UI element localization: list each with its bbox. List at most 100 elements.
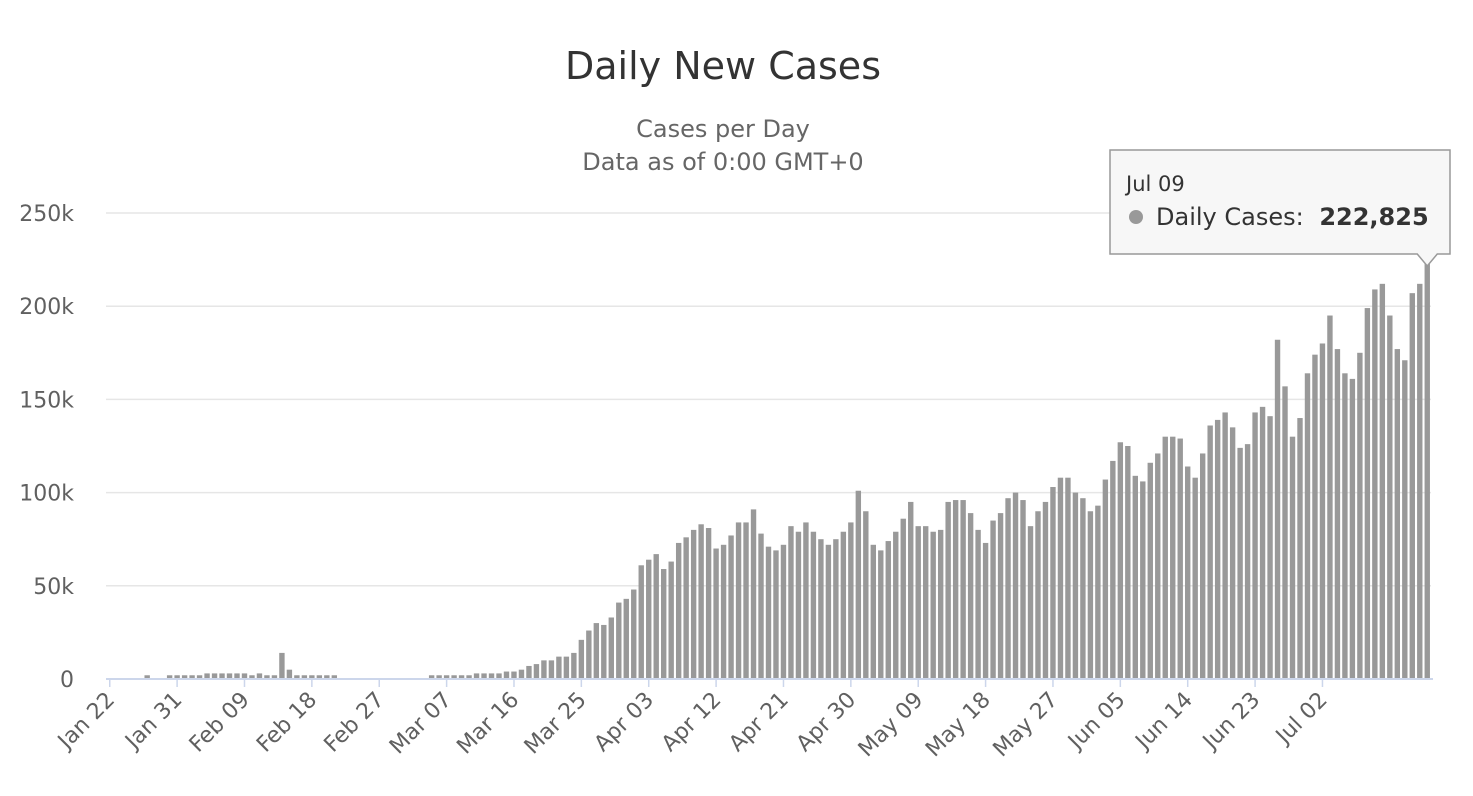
bar[interactable] — [256, 673, 263, 679]
bar[interactable] — [810, 531, 817, 679]
bar[interactable] — [1274, 339, 1281, 679]
bar[interactable] — [1229, 427, 1236, 679]
bar[interactable] — [840, 531, 847, 679]
bar[interactable] — [713, 548, 719, 679]
bar[interactable] — [653, 554, 659, 679]
bar[interactable] — [863, 511, 869, 679]
bar[interactable] — [518, 669, 525, 679]
bar[interactable] — [1012, 492, 1019, 679]
bar[interactable] — [1185, 466, 1191, 679]
bar[interactable] — [646, 559, 652, 679]
bar[interactable] — [1005, 498, 1011, 679]
bar[interactable] — [698, 524, 704, 679]
bar[interactable] — [1357, 352, 1363, 679]
bar[interactable] — [893, 531, 899, 679]
bar[interactable] — [638, 565, 644, 679]
bar[interactable] — [271, 675, 278, 679]
bar[interactable] — [1349, 378, 1356, 679]
bar[interactable] — [1297, 418, 1303, 679]
bar[interactable] — [443, 675, 450, 679]
bar[interactable] — [496, 673, 502, 679]
bar[interactable] — [241, 673, 248, 679]
bar[interactable] — [1199, 453, 1206, 679]
bar[interactable] — [765, 546, 772, 679]
bar[interactable] — [1372, 289, 1378, 679]
bar[interactable] — [900, 518, 906, 679]
bar[interactable] — [975, 529, 981, 679]
bar[interactable] — [915, 526, 921, 679]
bar[interactable] — [1132, 475, 1139, 679]
bar[interactable] — [1342, 373, 1348, 679]
bar[interactable] — [1050, 487, 1056, 679]
bar[interactable] — [316, 675, 323, 679]
bar[interactable] — [1222, 412, 1228, 679]
bar[interactable] — [586, 630, 592, 679]
bar[interactable] — [780, 544, 787, 679]
bar[interactable] — [1192, 477, 1198, 679]
bar[interactable] — [1394, 349, 1401, 679]
bar[interactable] — [279, 652, 285, 679]
bar[interactable] — [204, 673, 210, 679]
bar[interactable] — [1035, 511, 1041, 679]
bar[interactable] — [1080, 498, 1086, 679]
bar[interactable] — [526, 665, 532, 679]
bar[interactable] — [795, 531, 802, 679]
bar[interactable] — [226, 673, 233, 679]
bar[interactable] — [990, 520, 996, 679]
bar[interactable] — [1364, 308, 1371, 679]
bar-series[interactable] — [144, 263, 1430, 679]
bar[interactable] — [1424, 263, 1430, 679]
bar[interactable] — [675, 542, 682, 679]
bar[interactable] — [219, 673, 225, 679]
bar[interactable] — [473, 673, 480, 679]
bar[interactable] — [1319, 343, 1326, 679]
bar[interactable] — [1259, 406, 1266, 679]
bar[interactable] — [720, 544, 727, 679]
bar[interactable] — [1057, 477, 1064, 679]
bar[interactable] — [1020, 500, 1026, 679]
bar[interactable] — [541, 660, 547, 679]
bar[interactable] — [1282, 386, 1288, 679]
bar[interactable] — [750, 509, 757, 679]
bar[interactable] — [1147, 462, 1153, 679]
bar[interactable] — [578, 639, 585, 679]
bar[interactable] — [825, 544, 832, 679]
bar[interactable] — [181, 675, 188, 679]
bar[interactable] — [301, 675, 308, 679]
bar[interactable] — [1110, 460, 1116, 679]
bar[interactable] — [690, 529, 697, 679]
bar[interactable] — [1162, 436, 1168, 679]
bar[interactable] — [967, 513, 974, 679]
bar[interactable] — [166, 675, 173, 679]
bar[interactable] — [428, 675, 435, 679]
bar[interactable] — [1027, 526, 1034, 679]
bar[interactable] — [1244, 444, 1251, 679]
bar[interactable] — [1252, 412, 1258, 679]
bar[interactable] — [1095, 505, 1101, 679]
bar[interactable] — [616, 602, 622, 679]
bar[interactable] — [1379, 283, 1386, 679]
bar[interactable] — [601, 624, 607, 679]
bar[interactable] — [436, 675, 442, 679]
bar[interactable] — [818, 539, 824, 679]
bar[interactable] — [1417, 283, 1423, 679]
bar[interactable] — [458, 675, 465, 679]
bar[interactable] — [556, 656, 562, 679]
bar[interactable] — [923, 526, 929, 679]
bar[interactable] — [855, 490, 862, 679]
bar[interactable] — [1304, 373, 1311, 679]
bar[interactable] — [735, 522, 742, 679]
bar[interactable] — [1327, 315, 1333, 679]
bar[interactable] — [466, 675, 472, 679]
bar[interactable] — [705, 528, 712, 679]
bar[interactable] — [945, 501, 951, 679]
bar[interactable] — [309, 675, 315, 679]
bar[interactable] — [331, 675, 338, 679]
bar[interactable] — [1267, 416, 1273, 679]
bar[interactable] — [481, 673, 487, 679]
bar[interactable] — [758, 533, 764, 679]
bar[interactable] — [952, 500, 959, 679]
bar[interactable] — [1155, 453, 1161, 679]
bar[interactable] — [848, 522, 854, 679]
bar[interactable] — [1402, 360, 1408, 679]
